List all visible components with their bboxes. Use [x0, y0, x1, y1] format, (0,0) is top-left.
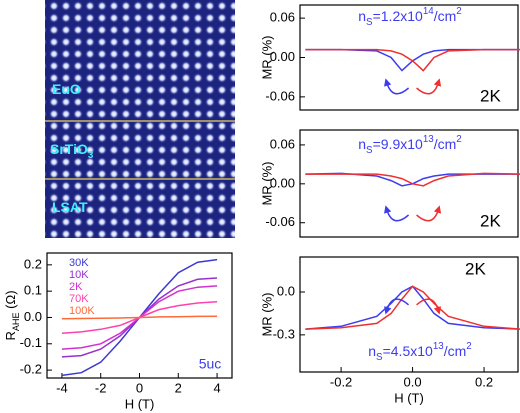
temperature-label: 2K	[465, 259, 486, 278]
y-tick-label: -0.3	[273, 326, 295, 341]
series-line	[305, 285, 520, 330]
x-tick-label: 0.0	[404, 374, 422, 389]
y-axis-label: MR (%)	[259, 161, 274, 205]
y-axis-label: RAHE (Ω)	[3, 290, 21, 340]
layer-label: SrTiO3	[50, 141, 94, 161]
y-tick-label: 0.2	[24, 256, 42, 271]
sweep-arrow	[384, 78, 410, 95]
text-part: =9.9x10	[373, 136, 423, 152]
text-part: R	[3, 331, 18, 340]
density-annotation: nS=4.5x1013/cm2	[368, 341, 471, 363]
density-annotation: nS=1.2x1014/cm2	[358, 6, 461, 28]
text-part: 13	[433, 341, 444, 352]
x-axis-label: H (T)	[394, 390, 424, 405]
y-axis-label: MR (%)	[259, 292, 274, 336]
series-line	[305, 172, 520, 187]
text-part: n	[358, 8, 366, 24]
y-tick-label: -0.1	[20, 335, 42, 350]
text-part: n	[358, 136, 366, 152]
temperature-label: 2K	[480, 211, 501, 230]
sweep-arrow	[416, 205, 442, 222]
y-tick-label: 0.00	[270, 49, 295, 64]
series-line	[61, 315, 218, 320]
panel: 0.06 0.00 -0.06 MR (%) 2K nS=9.9x1013/cm2	[259, 129, 520, 238]
legend-entry: 2K	[69, 281, 83, 293]
text-part: 13	[423, 134, 434, 145]
density-annotation: nS=9.9x1013/cm2	[358, 134, 461, 156]
plot-frame	[299, 256, 519, 373]
layer-label: LSAT	[52, 199, 88, 215]
text-part: =1.2x10	[373, 8, 423, 24]
panel: 0.2 0.1 0.0 -0.1 -0.2 -4 -2 0 2 4 H (T) RAHE (Ω) 30K…	[3, 252, 233, 411]
legend-entry: 70K	[69, 293, 89, 305]
y-tick-label: 0.0	[277, 283, 295, 298]
x-tick-label: 0.2	[475, 374, 493, 389]
series-line	[305, 285, 520, 330]
atom-lattice	[45, 0, 235, 238]
y-tick-label: 0.06	[270, 10, 295, 25]
y-tick-label: -0.06	[265, 214, 295, 229]
text-part: /cm	[434, 8, 457, 24]
text-part: /cm	[444, 343, 467, 359]
y-tick-label: 0.00	[270, 175, 295, 190]
sample-annotation: 5uc	[199, 356, 222, 372]
legend-entry: 100K	[69, 305, 95, 317]
x-tick-label: -2	[95, 380, 107, 395]
text-part: 3	[88, 150, 94, 161]
text-part: S	[366, 145, 373, 156]
text-part: 2	[456, 134, 461, 145]
text-part: =4.5x10	[383, 343, 433, 359]
plots: 0.2 0.1 0.0 -0.1 -0.2 -4 -2 0 2 4 H (T) RAHE (Ω) 30K…	[3, 4, 520, 411]
text-part: n	[368, 343, 376, 359]
y-tick-label: -0.06	[265, 88, 295, 103]
text-part: LSAT	[52, 199, 88, 215]
x-tick-label: 2	[175, 380, 182, 395]
sweep-arrow	[384, 298, 410, 315]
sweep-arrow	[416, 298, 442, 315]
panel: 0.0 -0.3 -0.2 0.0 0.2 H (T) MR (%) 2K nS=4.5x101…	[259, 256, 520, 405]
layer-label: EuO	[52, 81, 81, 97]
text-part: S	[376, 352, 383, 363]
y-tick-label: -0.2	[20, 362, 42, 377]
stem-image	[45, 0, 235, 238]
text-part: 14	[423, 6, 434, 17]
temperature-label: 2K	[480, 86, 501, 105]
sweep-arrow	[416, 78, 442, 95]
y-tick-label: 0.06	[270, 136, 295, 151]
x-tick-label: 4	[213, 380, 220, 395]
text-part: (Ω)	[3, 290, 18, 312]
y-axis-label: MR (%)	[259, 35, 274, 79]
text-part: 2	[456, 6, 461, 17]
x-tick-label: -4	[56, 380, 68, 395]
text-part: AHE	[11, 312, 21, 331]
series-line	[305, 48, 520, 72]
text-part: /cm	[434, 136, 457, 152]
layer-labels: EuO SrTiO3 LSAT	[50, 81, 94, 215]
text-part: EuO	[52, 81, 81, 97]
x-tick-label: 0	[136, 380, 143, 395]
x-axis-label: H (T)	[125, 396, 155, 411]
text-part: 2	[466, 341, 471, 352]
legend-entry: 10K	[69, 269, 89, 281]
text-part: S	[366, 17, 373, 28]
y-tick-label: 0.0	[24, 309, 42, 324]
legend-entry: 30K	[69, 257, 89, 269]
text-part: SrTiO	[50, 141, 88, 157]
x-tick-label: -0.2	[330, 374, 352, 389]
sweep-arrow	[384, 205, 410, 222]
y-tick-label: 0.1	[24, 283, 42, 298]
panel: 0.06 0.00 -0.06 MR (%) 2K nS=1.2x1014/cm2	[259, 4, 520, 111]
